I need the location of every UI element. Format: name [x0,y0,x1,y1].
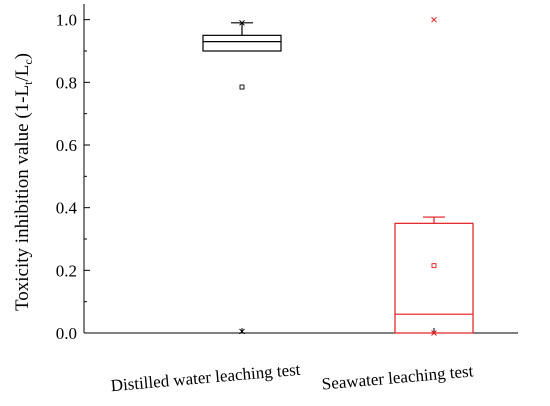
y-tick-label: 0.6 [56,136,77,155]
box-group [202,19,282,335]
y-tick-label: 0.0 [56,324,77,343]
y-tick-label: 1.0 [56,11,77,30]
boxes [202,16,474,336]
box-group [394,16,474,336]
box-iqr [202,34,282,52]
max-marker [239,19,245,26]
y-ticks: 0.0 0.2 0.4 0.6 0.8 1.0 [56,11,90,343]
min-marker [431,330,437,336]
y-tick-label: 0.8 [56,73,77,92]
x-category-labels: Distilled water leaching test Seawater le… [110,360,474,396]
y-tick-label: 0.4 [56,199,78,218]
y-tick-label: 0.2 [56,261,77,280]
mean-marker [239,84,245,90]
max-marker [431,16,437,23]
min-marker [239,328,245,335]
x-category-label: Distilled water leaching test [110,360,301,396]
y-axis-label: Toxicity inhibition value (1-Lt/Lc) [12,53,35,311]
mean-marker [431,263,437,269]
x-category-label: Seawater leaching test [321,361,474,393]
box-iqr [394,222,474,334]
axes [83,4,518,334]
